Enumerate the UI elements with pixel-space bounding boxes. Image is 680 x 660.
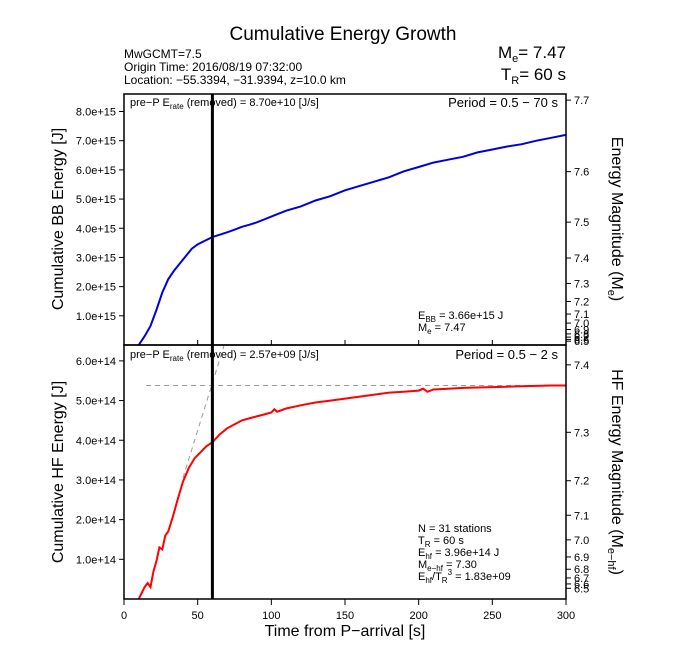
info-line-location: Location: −55.3394, −31.9394, z=10.0 km bbox=[124, 73, 346, 87]
top-stats-box: EBB = 3.66e+15 JMe = 7.47 bbox=[418, 310, 503, 336]
x-tick-label: 50 bbox=[192, 610, 204, 622]
top-panel-frame bbox=[123, 93, 567, 346]
stat-line: Me = 7.47 bbox=[418, 322, 466, 336]
y-tick-label: 4.0e+14 bbox=[76, 435, 116, 447]
y-tick-label: 1.0e+14 bbox=[76, 554, 116, 566]
figure-title: Cumulative Energy Growth bbox=[229, 24, 456, 45]
stat-line: Ehf/TR3 = 1.83e+09 bbox=[418, 568, 511, 585]
y-tick-label: 6.0e+15 bbox=[76, 165, 116, 177]
y-tick-label: 3.0e+15 bbox=[76, 252, 116, 264]
y-tick-label: 5.0e+14 bbox=[76, 396, 116, 408]
stat-line: Me−hf = 7.30 bbox=[418, 559, 477, 573]
y-tick-label: 7.0e+15 bbox=[76, 136, 116, 148]
y2-tick-label: 7.0 bbox=[574, 318, 589, 330]
y2-tick-label: 6.7 bbox=[574, 573, 589, 585]
stat-line: N = 31 stations bbox=[418, 523, 492, 535]
hf-energy-curve bbox=[137, 384, 566, 599]
bottom-y2-axis-label: HF Energy Magnitude (Me−hf) bbox=[605, 369, 625, 575]
y2-tick-label: 7.2 bbox=[574, 297, 589, 309]
header-tr-number: = 60 s bbox=[519, 65, 566, 84]
y2-tick-label: 6.9 bbox=[574, 325, 589, 337]
top-y-axis-label: Cumulative BB Energy [J] bbox=[50, 128, 67, 310]
top-pre-p-rate: pre−P Erate (removed) = 8.70e+10 [J/s] bbox=[130, 97, 319, 111]
y-tick-label: 4.0e+15 bbox=[76, 223, 116, 235]
stat-line: TR = 60 s bbox=[418, 535, 464, 549]
top-left-axis: 1.0e+15 2.0e+15 3.0e+15 4.0e+15 5.0e+15 6.0e+… bbox=[76, 107, 124, 323]
y2-tick-label: 7.5 bbox=[574, 217, 589, 229]
header-me-symbol: M bbox=[498, 43, 512, 62]
bottom-panel-hf-energy: 1.0e+14 2.0e+14 3.0e+14 4.0e+14 5.0e+14 6.0e+… bbox=[50, 344, 625, 600]
bottom-left-axis: 1.0e+14 2.0e+14 3.0e+14 4.0e+14 5.0e+14 6.0e+… bbox=[76, 356, 124, 566]
y-tick-label: 1.0e+15 bbox=[76, 311, 116, 323]
bottom-panel-frame bbox=[123, 344, 567, 600]
header-tr-subscript: R bbox=[511, 75, 519, 87]
y2-tick-label: 7.3 bbox=[574, 427, 589, 439]
info-line-magnitude: MwGCMT=7.5 bbox=[124, 47, 202, 61]
y2-tick-label: 6.5 bbox=[574, 336, 589, 348]
y2-tick-label: 6.7 bbox=[574, 332, 589, 344]
y2-tick-label: 6.8 bbox=[574, 329, 589, 341]
y2-tick-label: 7.4 bbox=[574, 253, 589, 265]
y2-tick-label: 7.1 bbox=[574, 309, 589, 321]
bb-energy-curve bbox=[137, 133, 566, 345]
y2-tick-label: 6.8 bbox=[574, 564, 589, 576]
y2-tick-label: 6.5 bbox=[574, 583, 589, 595]
hf-slope-dashed-line bbox=[182, 345, 225, 479]
y2-tick-label: 7.3 bbox=[574, 278, 589, 290]
y2-tick-label: 7.4 bbox=[574, 360, 589, 372]
y-tick-label: 8.0e+15 bbox=[76, 107, 116, 119]
top-y2-axis-label: Energy Magnitude (Me) bbox=[605, 137, 625, 301]
y2-tick-label: 7.6 bbox=[574, 167, 589, 179]
y2-tick-label: 7.0 bbox=[574, 535, 589, 547]
y-tick-label: 2.0e+14 bbox=[76, 515, 116, 527]
bottom-right-axis: 7.4 7.3 7.2 7.1 7.0 6.96.86.76.66.5 bbox=[566, 360, 589, 595]
top-panel-bb-energy: 1.0e+15 2.0e+15 3.0e+15 4.0e+15 5.0e+15 6.0e+… bbox=[50, 93, 625, 348]
x-axis: 0 50 100 150 200 250 300 bbox=[121, 340, 575, 622]
header-me-subscript: e bbox=[512, 53, 518, 65]
y-tick-label: 6.0e+14 bbox=[76, 356, 116, 368]
y-tick-label: 2.0e+15 bbox=[76, 282, 116, 294]
bottom-period-label: Period = 0.5 − 2 s bbox=[455, 347, 558, 362]
y2-tick-label: 7.2 bbox=[574, 476, 589, 488]
y2-tick-label: 6.9 bbox=[574, 552, 589, 564]
x-tick-label: 150 bbox=[336, 610, 354, 622]
x-tick-label: 200 bbox=[409, 610, 427, 622]
stat-line: EBB = 3.66e+15 J bbox=[418, 310, 503, 324]
x-axis-label: Time from P−arrival [s] bbox=[265, 623, 426, 640]
header-me-value: Me= 7.47 bbox=[498, 43, 566, 65]
y2-tick-label: 7.1 bbox=[574, 510, 589, 522]
x-tick-label: 250 bbox=[483, 610, 501, 622]
y2-tick-label: 7.7 bbox=[574, 95, 589, 107]
y-tick-label: 3.0e+14 bbox=[76, 475, 116, 487]
x-tick-label: 300 bbox=[557, 610, 575, 622]
info-line-origin-time: Origin Time: 2016/08/19 07:32:00 bbox=[124, 60, 302, 74]
y2-tick-label: 6.6 bbox=[574, 579, 589, 591]
header-tr-symbol: T bbox=[501, 65, 511, 84]
top-right-axis: 7.7 7.6 7.5 7.4 7.3 7.27.17.06.96.86.76.66.5 bbox=[566, 95, 589, 348]
bottom-pre-p-rate: pre−P Erate (removed) = 2.57e+09 [J/s] bbox=[130, 349, 319, 363]
y2-tick-label: 6.6 bbox=[574, 334, 589, 346]
x-tick-label: 100 bbox=[262, 610, 280, 622]
stat-line: Ehf = 3.96e+14 J bbox=[418, 547, 499, 561]
top-period-label: Period = 0.5 − 70 s bbox=[448, 95, 558, 110]
header-tr-value: TR= 60 s bbox=[501, 65, 566, 87]
bottom-y-axis-label: Cumulative HF Energy [J] bbox=[50, 381, 67, 563]
y-tick-label: 5.0e+15 bbox=[76, 194, 116, 206]
x-tick-label: 0 bbox=[121, 610, 127, 622]
header-me-number: = 7.47 bbox=[518, 43, 566, 62]
